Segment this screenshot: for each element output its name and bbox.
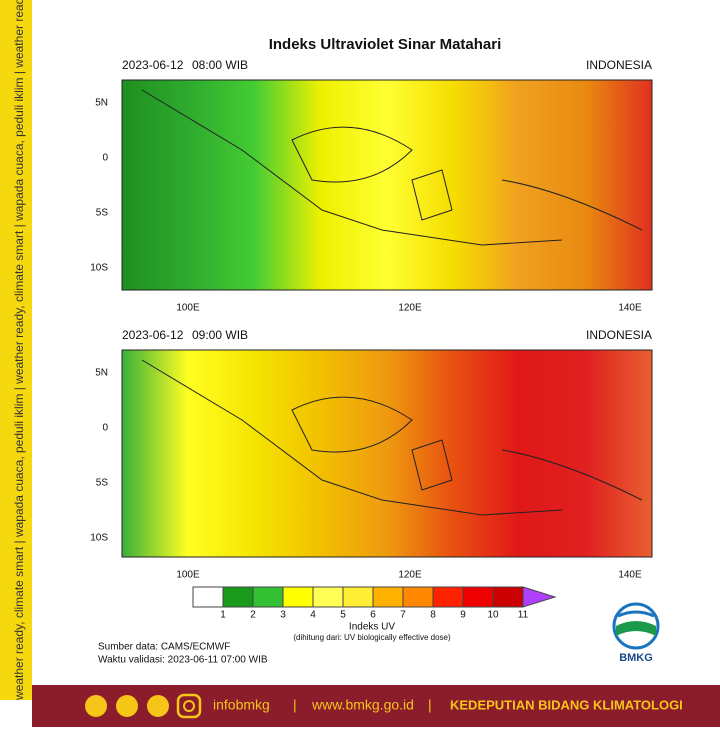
date-label: 2023-06-12	[122, 58, 184, 72]
colorbar-label: 5	[340, 610, 346, 621]
date-label: 2023-06-12	[122, 328, 184, 342]
coastline	[291, 126, 413, 183]
colorbar-box	[282, 586, 314, 608]
lat-label: 5S	[96, 208, 109, 219]
lon-label: 100E	[176, 570, 200, 581]
footer-website: www.bmkg.go.id	[311, 697, 414, 713]
colorbar-label: 10	[487, 610, 499, 621]
colorbar-note: (dihitung dari: UV biologically effectiv…	[293, 633, 451, 642]
youtube-icon[interactable]	[147, 695, 169, 717]
facebook-icon[interactable]	[116, 695, 138, 717]
side-text: weather ready, climate smart | wapada cu…	[12, 0, 26, 701]
colorbar-arrow	[522, 586, 557, 608]
colorbar-label: 4	[310, 610, 316, 621]
lat-label: 5N	[95, 368, 108, 379]
region-label: INDONESIA	[586, 58, 652, 72]
lon-label: 120E	[398, 303, 422, 314]
colorbar-label: 6	[370, 610, 376, 621]
lat-label: 0	[102, 423, 108, 434]
colorbar-box	[372, 586, 404, 608]
region-label: INDONESIA	[586, 328, 652, 342]
lat-label: 10S	[90, 533, 108, 544]
uv-map	[121, 349, 653, 558]
bmkg-logo: BMKG	[612, 602, 660, 664]
footer-separator: |	[428, 697, 432, 713]
logo-text: BMKG	[619, 652, 653, 664]
colorbar-label: 2	[250, 610, 256, 621]
footer-separator: |	[293, 697, 297, 713]
instagram-icon[interactable]	[176, 693, 202, 719]
colorbar-box	[432, 586, 464, 608]
colorbar-label: 3	[280, 610, 286, 621]
colorbar-box	[492, 586, 524, 608]
colorbar-label: 1	[220, 610, 226, 621]
colorbar-label: 11	[518, 610, 529, 621]
coastline	[141, 359, 563, 516]
twitter-icon[interactable]	[85, 695, 107, 717]
footer-department: KEDEPUTIAN BIDANG KLIMATOLOGI	[450, 697, 683, 712]
lon-label: 140E	[618, 303, 642, 314]
footer-handle: infobmkg	[213, 697, 270, 713]
lon-label: 120E	[398, 570, 422, 581]
coastline	[141, 89, 563, 246]
lat-label: 5N	[95, 98, 108, 109]
uv-map	[121, 79, 653, 291]
colorbar-box	[402, 586, 434, 608]
time-label: 09:00 WIB	[192, 328, 248, 342]
colorbar-box	[342, 586, 374, 608]
title: Indeks Ultraviolet Sinar Matahari	[269, 36, 502, 53]
lat-label: 10S	[90, 263, 108, 274]
colorbar-box	[192, 586, 224, 608]
coastline	[411, 439, 643, 501]
valid-time: Waktu validasi: 2023-06-11 07:00 WIB	[98, 655, 268, 666]
colorbar-label: 9	[460, 610, 466, 621]
lat-label: 0	[102, 153, 108, 164]
lon-label: 100E	[176, 303, 200, 314]
lon-label: 140E	[618, 570, 642, 581]
colorbar-label: 8	[430, 610, 436, 621]
colorbar-box	[222, 586, 254, 608]
footer-bar	[32, 685, 720, 727]
side-strip	[0, 0, 32, 700]
coastline	[291, 396, 413, 453]
colorbar-title: Indeks UV	[349, 622, 395, 633]
colorbar-box	[462, 586, 494, 608]
time-label: 08:00 WIB	[192, 58, 248, 72]
social-icons	[85, 693, 202, 719]
colorbar-box	[312, 586, 344, 608]
source: Sumber data: CAMS/ECMWF	[98, 642, 230, 653]
colorbar-box	[252, 586, 284, 608]
coastline	[411, 169, 643, 231]
lat-label: 5S	[96, 478, 109, 489]
colorbar-label: 7	[400, 610, 406, 621]
